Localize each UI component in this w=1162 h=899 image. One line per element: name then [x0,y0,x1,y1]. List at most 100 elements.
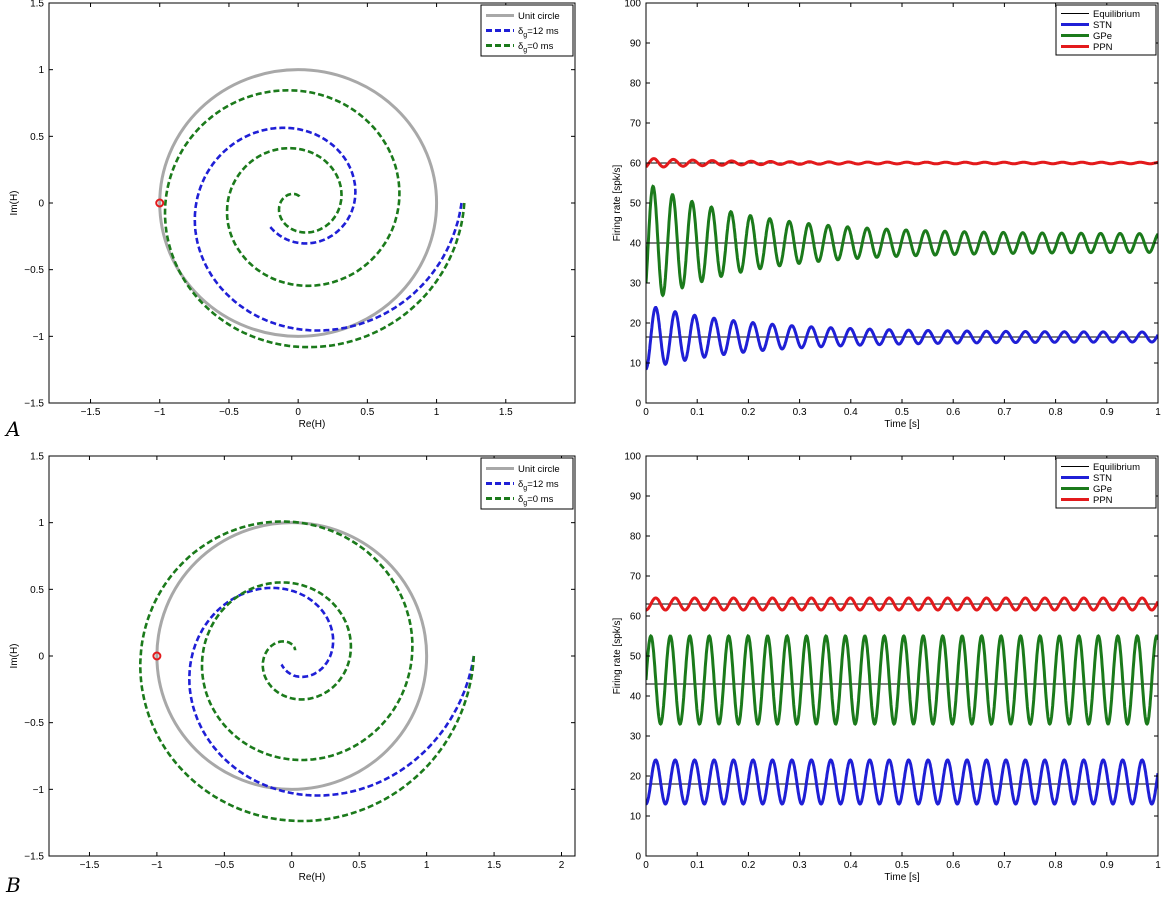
x-tick-label: 1 [424,860,430,871]
x-tick-label: 0.2 [741,407,755,418]
x-tick-label: 0.7 [997,407,1011,418]
y-tick-label: 1.5 [30,452,44,463]
legend-label: GPe [1093,484,1112,495]
series-ppn-line [646,157,1158,169]
y-tick-label: 10 [630,359,642,370]
legend-label: PPN [1093,495,1113,506]
axes-frame [645,455,1159,857]
axes-frame [645,2,1159,404]
series-stn-line [646,758,1158,806]
y-tick-label: 100 [624,452,641,463]
legend-label: Equilibrium [1093,9,1140,20]
x-tick-label: 1 [1155,860,1161,871]
plot-layer [139,520,476,823]
panel-label-a: A [4,417,20,441]
x-tick-label: 0.5 [895,860,909,871]
legend-label: δg=12 ms [518,26,559,39]
plot-layer [646,157,1158,371]
legend-label: δg=0 ms [518,494,554,507]
legend-label: δg=0 ms [518,41,554,54]
y-tick-label: 0 [38,652,44,663]
x-tick-label: 0 [289,860,295,871]
y-axis-label: Im(H) [9,191,20,216]
x-tick-label: 0.1 [690,860,704,871]
y-tick-label: 50 [630,652,642,663]
y-tick-label: 60 [630,612,642,623]
y-tick-label: 30 [630,732,642,743]
x-tick-label: 0.2 [741,860,755,871]
plot-area [49,3,575,403]
x-tick-label: 1 [434,407,440,418]
y-tick-label: −1 [33,332,45,343]
legend-label: PPN [1093,42,1113,53]
x-tick-label: 0.5 [352,860,366,871]
plot-layer [646,596,1158,806]
y-tick-label: 70 [630,119,642,130]
axes-frame [48,455,576,857]
legend-label: Equilibrium [1093,462,1140,473]
x-tick-label: 0.5 [895,407,909,418]
legend-label: δg=12 ms [518,479,559,492]
plot-area [49,456,575,856]
plot-layer [158,68,466,349]
unit-circle-line [155,521,429,791]
y-tick-label: 50 [630,199,642,210]
x-tick-label: 0.9 [1100,860,1114,871]
y-tick-label: 60 [630,159,642,170]
chart-a-rates: 0 0.1 0.2 0.3 0.4 0.5 0.6 0.7 0.8 0.9 101020304050… [612,0,1161,430]
x-tick-label: −0.5 [219,407,239,418]
y-tick-label: 30 [630,279,642,290]
series-ppn-line [646,596,1158,612]
y-tick-label: 20 [630,319,642,330]
y-tick-label: 90 [630,39,642,50]
x-tick-label: 2 [559,860,565,871]
y-tick-label: −0.5 [24,718,44,729]
y-tick-label: −1.5 [24,399,44,410]
x-tick-label: −1 [151,860,163,871]
y-tick-label: 1.5 [30,0,44,10]
x-axis-label: Time [s] [884,872,919,883]
legend-label: Unit circle [518,11,560,22]
legend-label: GPe [1093,31,1112,42]
y-axis-label: Im(H) [9,644,20,669]
x-tick-label: 0.4 [844,407,858,418]
y-tick-label: 1 [38,65,44,76]
x-tick-label: 0.1 [690,407,704,418]
y-tick-label: 0.5 [30,132,44,143]
x-tick-label: 0 [643,860,649,871]
x-tick-label: −0.5 [214,860,234,871]
y-axis-label: Firing rate [spk/s] [612,164,623,241]
y-tick-label: 90 [630,492,642,503]
series-gpe-line [646,633,1158,727]
axes-frame [48,2,576,404]
chart-b-nyquist: −1.5 −1 −0.5 0 0.5 1 1.5 2 −1.5 −1 −0.5 0 0.5 1 1.5 Re(… [9,452,576,883]
x-tick-label: 0 [643,407,649,418]
y-tick-label: 40 [630,239,642,250]
y-tick-label: 0 [635,399,641,410]
y-tick-label: 1 [38,518,44,529]
y-tick-label: 40 [630,692,642,703]
y-axis-label: Firing rate [spk/s] [612,617,623,694]
x-tick-label: 0.8 [1049,407,1063,418]
y-tick-label: 80 [630,79,642,90]
legend-label: Unit circle [518,464,560,475]
series-g-0-ms-line [139,520,476,823]
plot-area [646,3,1158,403]
y-tick-label: −1.5 [24,852,44,863]
y-tick-label: 70 [630,572,642,583]
x-axis-label: Time [s] [884,419,919,430]
y-tick-label: 10 [630,812,642,823]
y-tick-label: 0 [635,852,641,863]
x-tick-label: 0.5 [360,407,374,418]
legend-label: STN [1093,473,1112,484]
series-gpe-line [646,184,1158,298]
chart-b-rates: 0 0.1 0.2 0.3 0.4 0.5 0.6 0.7 0.8 0.9 101020304050… [612,452,1161,884]
x-tick-label: 0.3 [793,407,807,418]
series-stn-line [646,306,1158,371]
x-tick-label: 0.6 [946,860,960,871]
x-tick-label: 0.7 [997,860,1011,871]
critical-point-marker [152,651,162,661]
